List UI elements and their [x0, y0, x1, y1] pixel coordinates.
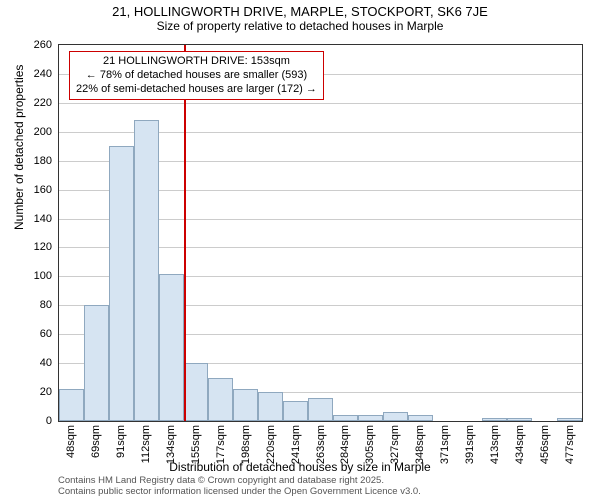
y-tick-label: 60: [22, 328, 52, 340]
histogram-bar: [134, 120, 159, 421]
x-tick-label: 327sqm: [389, 425, 401, 464]
title-main: 21, HOLLINGWORTH DRIVE, MARPLE, STOCKPOR…: [0, 4, 600, 19]
annotation-line: ← 78% of detached houses are smaller (59…: [76, 69, 317, 83]
y-tick-label: 40: [22, 357, 52, 369]
y-tick-label: 240: [22, 68, 52, 80]
plot-area: 02040608010012014016018020022024026048sq…: [58, 44, 583, 422]
y-tick-label: 120: [22, 241, 52, 253]
y-tick-label: 140: [22, 213, 52, 225]
x-tick-label: 134sqm: [165, 425, 177, 464]
histogram-bar: [159, 274, 184, 422]
histogram-bar: [333, 415, 358, 421]
histogram-bar: [383, 412, 408, 421]
y-tick-label: 20: [22, 386, 52, 398]
annotation-line: 21 HOLLINGWORTH DRIVE: 153sqm: [76, 55, 317, 69]
x-tick-label: 371sqm: [439, 425, 451, 464]
x-tick-label: 91sqm: [115, 425, 127, 458]
x-tick-label: 284sqm: [339, 425, 351, 464]
x-tick-label: 220sqm: [265, 425, 277, 464]
y-tick-label: 0: [22, 415, 52, 427]
histogram-bar: [109, 146, 134, 421]
histogram-bar: [557, 418, 582, 421]
x-tick-label: 177sqm: [215, 425, 227, 464]
title-block: 21, HOLLINGWORTH DRIVE, MARPLE, STOCKPOR…: [0, 0, 600, 33]
y-tick-label: 220: [22, 97, 52, 109]
histogram-bar: [184, 363, 209, 421]
x-tick-label: 477sqm: [564, 425, 576, 464]
credits-line-2: Contains public sector information licen…: [58, 487, 421, 498]
chart-area: 02040608010012014016018020022024026048sq…: [58, 44, 583, 422]
histogram-bar: [507, 418, 532, 421]
histogram-bar: [283, 401, 308, 421]
x-tick-label: 305sqm: [364, 425, 376, 464]
histogram-bar: [358, 415, 383, 421]
y-tick-label: 260: [22, 39, 52, 51]
histogram-bar: [233, 389, 258, 421]
title-sub: Size of property relative to detached ho…: [0, 19, 600, 33]
annotation-box: 21 HOLLINGWORTH DRIVE: 153sqm← 78% of de…: [69, 51, 324, 100]
histogram-bar: [84, 305, 109, 421]
x-tick-label: 198sqm: [240, 425, 252, 464]
x-tick-label: 434sqm: [514, 425, 526, 464]
credits: Contains HM Land Registry data © Crown c…: [58, 476, 421, 498]
histogram-bar: [258, 392, 283, 421]
y-axis-label: Number of detached properties: [12, 65, 26, 230]
y-tick-label: 160: [22, 184, 52, 196]
histogram-bar: [308, 398, 333, 421]
x-tick-label: 263sqm: [315, 425, 327, 464]
x-tick-label: 456sqm: [539, 425, 551, 464]
y-tick-label: 180: [22, 155, 52, 167]
y-tick-label: 80: [22, 299, 52, 311]
x-tick-label: 48sqm: [65, 425, 77, 458]
x-tick-label: 69sqm: [90, 425, 102, 458]
histogram-bar: [208, 378, 233, 421]
gridline: [59, 103, 582, 104]
reference-line: [184, 45, 186, 421]
histogram-bar: [59, 389, 84, 421]
x-axis-label: Distribution of detached houses by size …: [0, 460, 600, 474]
chart-container: 21, HOLLINGWORTH DRIVE, MARPLE, STOCKPOR…: [0, 0, 600, 500]
x-tick-label: 391sqm: [464, 425, 476, 464]
x-tick-label: 241sqm: [290, 425, 302, 464]
y-tick-label: 100: [22, 270, 52, 282]
histogram-bar: [408, 415, 433, 421]
x-tick-label: 155sqm: [190, 425, 202, 464]
x-tick-label: 413sqm: [489, 425, 501, 464]
histogram-bar: [482, 418, 507, 421]
x-tick-label: 348sqm: [414, 425, 426, 464]
annotation-line: 22% of semi-detached houses are larger (…: [76, 83, 317, 97]
x-tick-label: 112sqm: [140, 425, 152, 463]
y-tick-label: 200: [22, 126, 52, 138]
